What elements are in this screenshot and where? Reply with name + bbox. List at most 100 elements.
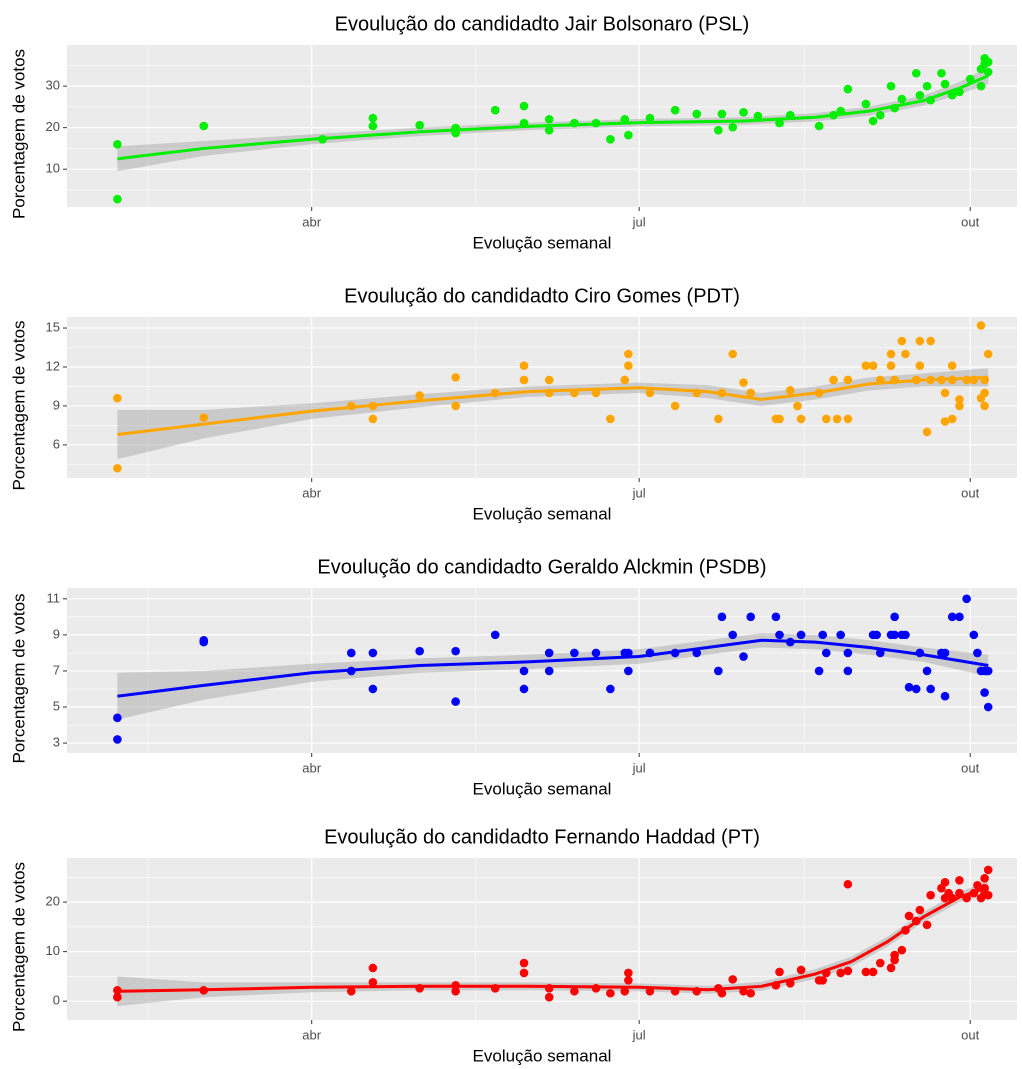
point xyxy=(451,697,460,706)
y-axis-label: Porcentagem de votos xyxy=(9,320,28,490)
plot-background xyxy=(67,858,1017,1020)
point xyxy=(451,401,460,411)
point xyxy=(843,966,853,976)
x-axis-label: Evolução semanal xyxy=(473,504,612,523)
point xyxy=(746,612,756,622)
point xyxy=(519,361,529,370)
point xyxy=(415,391,424,400)
point xyxy=(915,361,925,370)
plot-layer xyxy=(113,53,993,204)
point xyxy=(368,963,378,973)
chart-title: Evoulução do candidadto Geraldo Alckmin … xyxy=(317,556,766,578)
point xyxy=(670,105,680,115)
point xyxy=(544,666,554,676)
point xyxy=(606,988,615,998)
x-tick-label: abr xyxy=(302,1027,321,1042)
point xyxy=(983,702,993,712)
point xyxy=(728,349,738,359)
x-tick-label: jul xyxy=(632,485,646,500)
point xyxy=(814,666,824,676)
point xyxy=(980,59,989,69)
point xyxy=(624,666,633,676)
point xyxy=(620,986,630,996)
point xyxy=(692,109,702,119)
point xyxy=(832,414,842,424)
point xyxy=(544,375,554,385)
point xyxy=(368,113,378,123)
point xyxy=(821,414,831,424)
point xyxy=(868,361,878,370)
point xyxy=(940,388,950,398)
point xyxy=(875,958,885,968)
point xyxy=(739,986,748,996)
point xyxy=(861,967,871,977)
point xyxy=(692,648,702,658)
point xyxy=(843,414,853,424)
point xyxy=(519,684,529,694)
point xyxy=(645,388,655,398)
y-axis-label: Porcentagem de votos xyxy=(9,49,28,219)
y-axis-label: Porcentagem de votos xyxy=(9,593,28,763)
x-tick-label: jul xyxy=(632,760,646,775)
y-tick-label: 12 xyxy=(46,358,60,373)
point xyxy=(904,682,914,692)
x-tick-label: out xyxy=(961,214,979,229)
point xyxy=(843,666,853,676)
point xyxy=(746,988,756,998)
point xyxy=(818,630,827,640)
point xyxy=(606,134,615,144)
point xyxy=(775,118,784,128)
point xyxy=(886,963,896,973)
point xyxy=(976,81,986,91)
point xyxy=(955,401,964,411)
point xyxy=(962,594,971,604)
point xyxy=(346,986,356,996)
point xyxy=(821,648,831,658)
plot-layer xyxy=(113,865,993,1007)
point xyxy=(624,349,633,359)
y-tick-label: 5 xyxy=(53,698,60,713)
point xyxy=(796,965,806,975)
point xyxy=(814,121,824,131)
y-tick-label: 20 xyxy=(46,894,60,909)
point xyxy=(199,637,209,647)
point xyxy=(897,94,907,104)
point xyxy=(940,877,950,887)
point xyxy=(915,905,925,915)
point xyxy=(368,978,378,987)
x-tick-label: abr xyxy=(302,485,321,500)
point xyxy=(955,612,964,622)
trend-line xyxy=(117,885,989,993)
point xyxy=(937,68,946,78)
x-tick-label: out xyxy=(961,760,979,775)
point xyxy=(606,414,615,424)
x-tick-label: abr xyxy=(302,760,321,775)
point xyxy=(785,386,795,395)
point xyxy=(829,375,838,385)
point xyxy=(544,992,554,1002)
point xyxy=(868,967,878,977)
point xyxy=(753,111,763,121)
point xyxy=(113,992,122,1002)
point xyxy=(415,120,424,130)
y-tick-label: 10 xyxy=(46,943,60,958)
point xyxy=(947,90,957,100)
point xyxy=(976,393,986,403)
point xyxy=(983,67,993,77)
point xyxy=(113,463,122,473)
point xyxy=(818,976,827,985)
point xyxy=(519,375,529,385)
point xyxy=(714,414,723,424)
point xyxy=(490,105,500,115)
point xyxy=(624,130,633,140)
point xyxy=(901,630,910,640)
point xyxy=(113,139,122,149)
point xyxy=(368,648,378,658)
point xyxy=(519,968,529,978)
x-axis-label: Evolução semanal xyxy=(473,233,612,252)
point xyxy=(861,99,871,109)
point xyxy=(947,414,957,424)
x-axis-label: Evolução semanal xyxy=(473,779,612,798)
point xyxy=(897,336,907,346)
